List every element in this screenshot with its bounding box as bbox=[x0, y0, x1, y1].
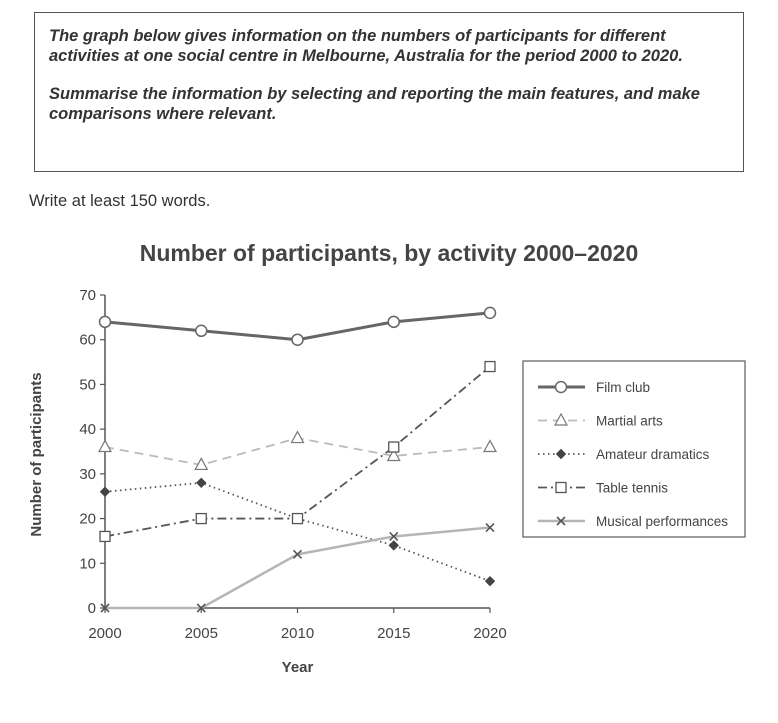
data-point-square bbox=[291, 512, 304, 525]
data-point-triangle bbox=[290, 430, 305, 444]
data-point-circle bbox=[554, 380, 568, 394]
data-point-square bbox=[484, 360, 496, 373]
y-tick-label: 20 bbox=[79, 511, 96, 528]
data-point-square bbox=[555, 481, 567, 494]
task-prompt-paragraph: Summarise the information by selecting a… bbox=[49, 85, 700, 123]
y-tick-label: 60 bbox=[79, 332, 96, 349]
y-tick-label: 50 bbox=[79, 376, 96, 393]
x-tick-label: 2010 bbox=[281, 625, 314, 642]
data-point-triangle bbox=[553, 412, 569, 426]
word-count-instruction: Write at least 150 words. bbox=[29, 192, 211, 210]
task-prompt-box: The graph below gives information on the… bbox=[34, 12, 744, 172]
data-point-circle bbox=[98, 315, 112, 329]
data-point-x bbox=[389, 531, 399, 542]
y-axis-label: Number of participants bbox=[28, 372, 45, 536]
data-point-triangle bbox=[386, 448, 401, 462]
line-chart: Number of participants, by activity 2000… bbox=[28, 240, 746, 676]
legend-label: Martial arts bbox=[596, 414, 663, 429]
y-tick-label: 10 bbox=[79, 555, 96, 572]
data-point-x bbox=[292, 549, 303, 559]
chart-title: Number of participants, by activity 2000… bbox=[140, 240, 639, 266]
legend-label: Table tennis bbox=[596, 481, 668, 496]
data-point-circle bbox=[195, 324, 208, 338]
x-tick-label: 2000 bbox=[88, 625, 121, 642]
data-point-triangle bbox=[194, 457, 209, 471]
legend-label: Musical performances bbox=[596, 514, 728, 529]
data-point-x bbox=[485, 522, 495, 533]
data-point-square bbox=[195, 512, 207, 525]
x-tick-label: 2005 bbox=[185, 625, 218, 642]
data-point-diamond bbox=[555, 448, 567, 460]
data-point-x bbox=[100, 603, 110, 613]
data-point-diamond bbox=[99, 486, 111, 497]
data-point-x bbox=[196, 603, 206, 613]
y-tick-label: 0 bbox=[88, 600, 96, 617]
data-point-diamond bbox=[388, 540, 399, 551]
y-tick-label: 40 bbox=[79, 421, 96, 438]
data-point-circle bbox=[483, 306, 497, 320]
y-tick-label: 70 bbox=[79, 287, 96, 304]
data-point-circle bbox=[291, 333, 304, 346]
y-tick-label: 30 bbox=[79, 466, 96, 483]
data-point-square bbox=[388, 441, 400, 453]
data-point-circle bbox=[387, 315, 400, 329]
data-point-triangle bbox=[482, 439, 498, 453]
x-tick-label: 2020 bbox=[473, 625, 506, 642]
data-point-triangle bbox=[97, 439, 113, 453]
x-axis-label: Year bbox=[282, 659, 314, 676]
data-point-square bbox=[99, 530, 111, 543]
legend-label: Film club bbox=[596, 380, 650, 395]
task-prompt-paragraph: The graph below gives information on the… bbox=[49, 27, 683, 65]
x-tick-label: 2015 bbox=[377, 625, 410, 642]
data-point-x bbox=[556, 516, 566, 526]
data-point-diamond bbox=[484, 575, 496, 587]
series-line-musical-performances bbox=[105, 526, 491, 610]
legend-label: Amateur dramatics bbox=[596, 447, 710, 462]
data-point-diamond bbox=[196, 477, 207, 489]
